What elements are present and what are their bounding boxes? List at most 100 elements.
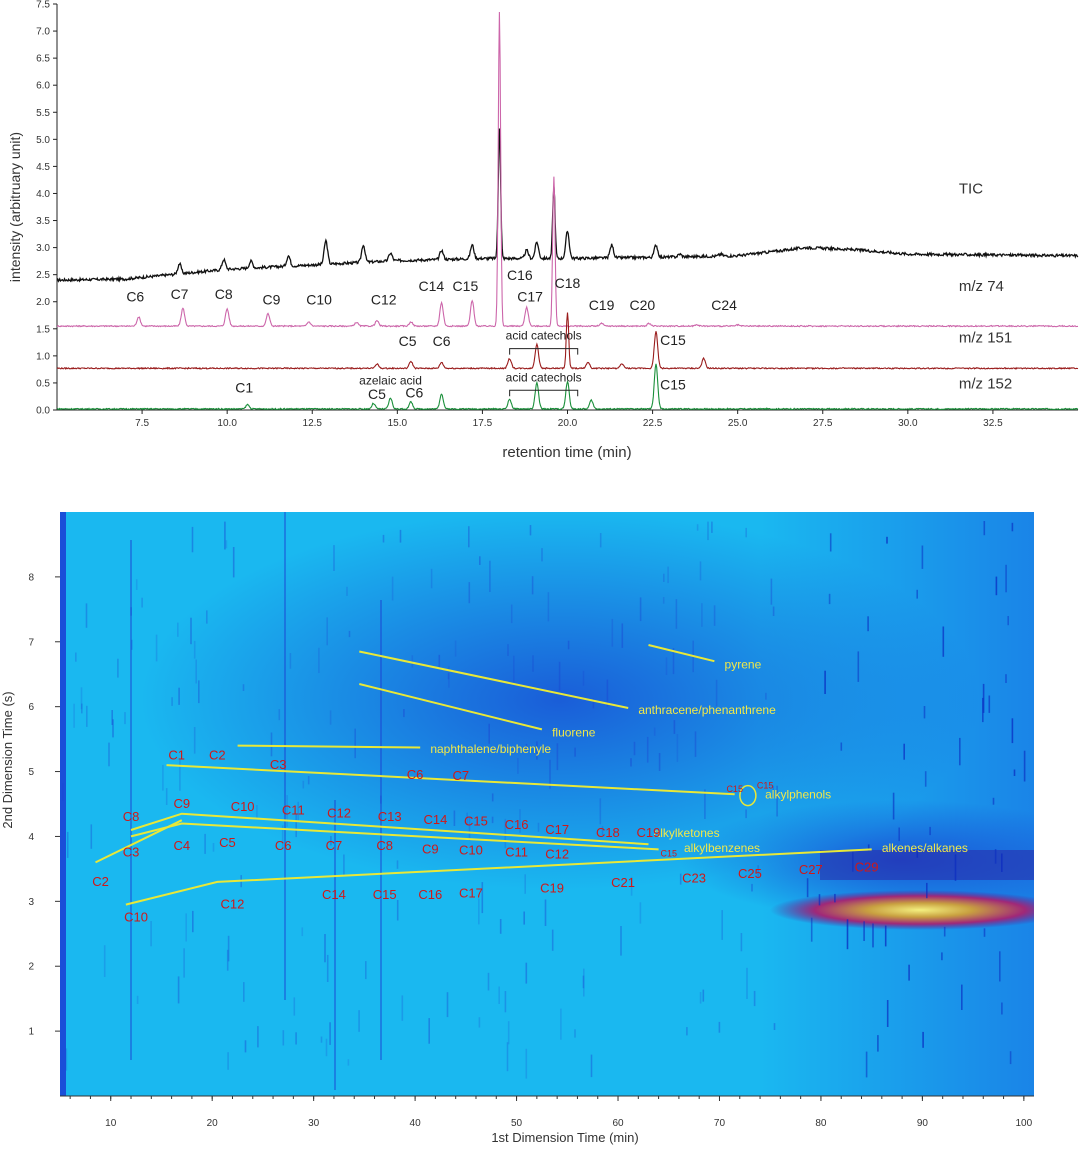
chart2-y-tick-label: 1 <box>28 1027 34 1038</box>
contour-streak <box>1007 616 1009 626</box>
series-label-fluorene: fluorene <box>552 726 596 740</box>
carbon-label: C15 <box>757 781 774 791</box>
chart2-x-tick-label: 20 <box>207 1118 219 1129</box>
contour-streak <box>922 1031 924 1048</box>
contour-streak <box>916 589 918 599</box>
contour-streak <box>190 617 192 645</box>
contour-streak <box>517 758 519 774</box>
carbon-label: C16 <box>505 817 529 832</box>
series-line-alkylphenols <box>166 764 735 796</box>
peak-label: C10 <box>306 291 332 307</box>
contour-streak <box>391 576 394 601</box>
contour-streak <box>921 545 924 569</box>
contour-streak <box>867 844 870 852</box>
contour-streak <box>504 818 507 849</box>
peak-label: C1 <box>235 380 253 396</box>
contour-streak <box>507 1021 510 1045</box>
contour-streak <box>872 923 874 948</box>
contour-streak <box>995 576 998 596</box>
contour-streak <box>297 801 299 823</box>
contour-streak <box>745 809 747 819</box>
chart2-y-tick-label: 5 <box>28 767 34 778</box>
contour-streak <box>178 687 180 705</box>
annotation-bracket <box>509 389 579 397</box>
contour-streak <box>365 961 367 980</box>
contour-streak <box>863 921 865 941</box>
contour-streak <box>646 736 649 763</box>
contour-streak <box>959 737 961 766</box>
chart2-y-tick-label: 7 <box>28 637 34 648</box>
contour-column <box>334 800 336 1090</box>
series-line-anthracene-phenanthrene <box>359 650 629 709</box>
contour-streak <box>916 848 919 858</box>
contour-streak <box>225 540 228 549</box>
contour-streak <box>124 712 126 725</box>
contour-streak <box>399 529 402 543</box>
chart1-y-ticks: 0.0 0.5 1.0 1.5 2.0 2.5 3.0 3.5 4.0 4.5 5.0 5.5 6.0 6… <box>36 0 57 417</box>
contour-streak <box>582 670 585 686</box>
contour-streak <box>289 653 292 669</box>
contour-streak <box>926 882 928 899</box>
carbon-label: C9 <box>422 841 439 856</box>
contour-streak <box>155 634 158 662</box>
contour-streak <box>662 597 665 604</box>
contour-streak <box>852 851 854 872</box>
chart1-y-tick-label: 3.0 <box>36 243 50 254</box>
trace-m-z-74 <box>57 11 1078 328</box>
contour-streak <box>541 548 543 562</box>
contour-streak <box>621 623 624 648</box>
carbon-label: C25 <box>738 866 762 881</box>
contour-streak <box>193 727 196 754</box>
contour-streak <box>80 687 83 710</box>
contour-streak <box>347 1059 350 1066</box>
contour-streaks <box>62 512 1026 1090</box>
peak-label: C12 <box>371 291 397 307</box>
contour-streak <box>523 911 525 925</box>
carbon-label: C15 <box>726 784 743 794</box>
contour-streak <box>165 788 168 805</box>
contour-streak <box>108 742 110 767</box>
peak-label: C6 <box>126 289 144 305</box>
peak-label: C5 <box>368 386 386 402</box>
contour-streak <box>829 533 832 552</box>
chart1-y-tick-label: 6.5 <box>36 54 50 65</box>
contour-streak <box>131 639 133 650</box>
chart2-y-tick-label: 6 <box>28 702 34 713</box>
contour-streak <box>639 902 642 924</box>
contour-streak <box>293 997 296 1016</box>
peak-label: C14 <box>419 278 445 294</box>
contour-streak <box>487 972 490 991</box>
contour-streak <box>707 521 709 541</box>
contour-streak <box>75 652 77 662</box>
contour-streak <box>403 709 405 718</box>
contour-streak <box>865 1051 868 1078</box>
contour-streak <box>941 952 943 961</box>
chart1-y-tick-label: 6.0 <box>36 81 50 92</box>
contour-streak <box>757 865 759 879</box>
contour-streak <box>112 719 114 738</box>
contour-streak <box>924 771 927 787</box>
contour-streak <box>567 640 570 650</box>
carbon-label: C11 <box>282 802 305 817</box>
contour-streak <box>325 1038 328 1057</box>
chart1-y-tick-label: 0.0 <box>36 406 50 417</box>
chart2-series <box>95 644 872 906</box>
peak-label: C6 <box>405 385 423 401</box>
carbon-label: C10 <box>459 843 483 858</box>
chart1-x-tick-label: 10.0 <box>217 418 237 429</box>
contour-streak <box>177 622 179 637</box>
contour-streak <box>834 893 836 903</box>
contour-streak <box>307 776 310 785</box>
series-label-naphthalene-biphenyle: naphthalene/biphenyle <box>430 742 551 756</box>
contour-streak <box>348 630 351 638</box>
contour-streak <box>630 758 632 767</box>
contour-streak <box>532 655 534 672</box>
contour-streak <box>721 910 723 940</box>
contour-streak <box>491 793 494 802</box>
chart2-x-tick-label: 30 <box>308 1118 320 1129</box>
contour-streak <box>751 883 753 892</box>
contour-streak <box>343 854 345 875</box>
carbon-label: C8 <box>376 838 393 853</box>
contour-streak <box>772 606 775 616</box>
carbon-label: C12 <box>221 897 245 912</box>
